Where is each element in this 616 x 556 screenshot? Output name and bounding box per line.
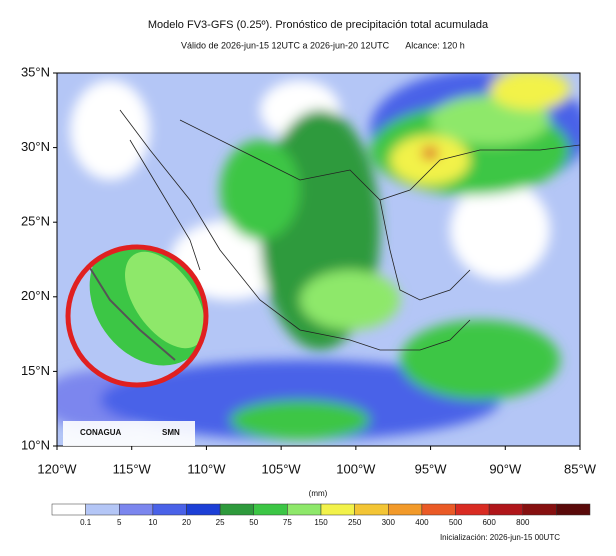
colorbar-swatch bbox=[119, 503, 154, 516]
legend-unit: (mm) bbox=[309, 489, 328, 498]
range: Alcance: 120 h bbox=[405, 40, 465, 50]
colorbar-swatch bbox=[488, 503, 523, 516]
axes: 35°N 30°N 25°N 20°N 15°N 10°N 120°W 115°W 110°W 1… bbox=[21, 64, 597, 476]
lon-label: 90°W bbox=[489, 461, 522, 476]
colorbar-swatch bbox=[421, 503, 456, 516]
lat-label: 30°N bbox=[21, 139, 50, 154]
lon-label: 120°W bbox=[37, 461, 77, 476]
lat-label: 25°N bbox=[21, 214, 50, 229]
colorbar-swatch bbox=[320, 503, 355, 516]
title: Modelo FV3-GFS (0.25º). Pronóstico de pr… bbox=[148, 19, 489, 31]
colorbar-swatch bbox=[51, 503, 86, 516]
lon-label: 115°W bbox=[113, 461, 152, 476]
logo-conagua: CONAGUA bbox=[80, 428, 122, 437]
lat-label: 15°N bbox=[21, 363, 50, 378]
colorbar-label: 5 bbox=[117, 518, 122, 527]
colorbar-swatch bbox=[219, 503, 254, 516]
colorbar-swatch bbox=[186, 503, 221, 516]
colorbar-label: 600 bbox=[482, 518, 496, 527]
lon-label: 95°W bbox=[415, 461, 448, 476]
colorbar-swatch bbox=[354, 503, 389, 516]
lon-label: 105°W bbox=[262, 461, 302, 476]
map bbox=[57, 73, 580, 446]
colorbar-label: 0.1 bbox=[80, 518, 92, 527]
lon-label: 85°W bbox=[564, 461, 597, 476]
colorbar-label: 400 bbox=[415, 518, 429, 527]
logo-smn: SMN bbox=[162, 428, 180, 437]
colorbar-swatch bbox=[287, 503, 322, 516]
zoom-inset bbox=[65, 244, 209, 388]
map-frame bbox=[56, 72, 581, 447]
colorbar-swatch bbox=[556, 503, 591, 516]
colorbar-label: 50 bbox=[249, 518, 258, 527]
colorbar-label: 20 bbox=[182, 518, 191, 527]
logos: CONAGUA SMN bbox=[63, 421, 195, 446]
colorbar-swatch bbox=[522, 503, 557, 516]
lon-label: 100°W bbox=[336, 461, 376, 476]
colorbar-label: 500 bbox=[449, 518, 463, 527]
colorbar-swatch bbox=[455, 503, 490, 516]
lat-label: 10°N bbox=[21, 437, 50, 452]
colorbar-label: 800 bbox=[516, 518, 530, 527]
colorbar: (mm) 0.1 5 10 20 25 50 75 150 250 300 400 500 600 800 bbox=[51, 489, 591, 527]
colorbar-label: 10 bbox=[148, 518, 157, 527]
colorbar-label: 300 bbox=[382, 518, 396, 527]
colorbar-label: 250 bbox=[348, 518, 362, 527]
colorbar-swatch bbox=[152, 503, 187, 516]
colorbar-label: 150 bbox=[314, 518, 328, 527]
lon-label: 110°W bbox=[187, 461, 226, 476]
subtitle: Válido de 2026-jun-15 12UTC a 2026-jun-2… bbox=[181, 40, 390, 50]
lat-label: 35°N bbox=[21, 64, 50, 79]
init-time: Inicialización: 2026-jun-15 00UTC bbox=[440, 533, 560, 542]
colorbar-label: 75 bbox=[283, 518, 292, 527]
colorbar-swatch bbox=[253, 503, 288, 516]
colorbar-swatch bbox=[85, 503, 120, 516]
colorbar-label: 25 bbox=[216, 518, 225, 527]
lat-label: 20°N bbox=[21, 288, 50, 303]
colorbar-swatch bbox=[388, 503, 423, 516]
